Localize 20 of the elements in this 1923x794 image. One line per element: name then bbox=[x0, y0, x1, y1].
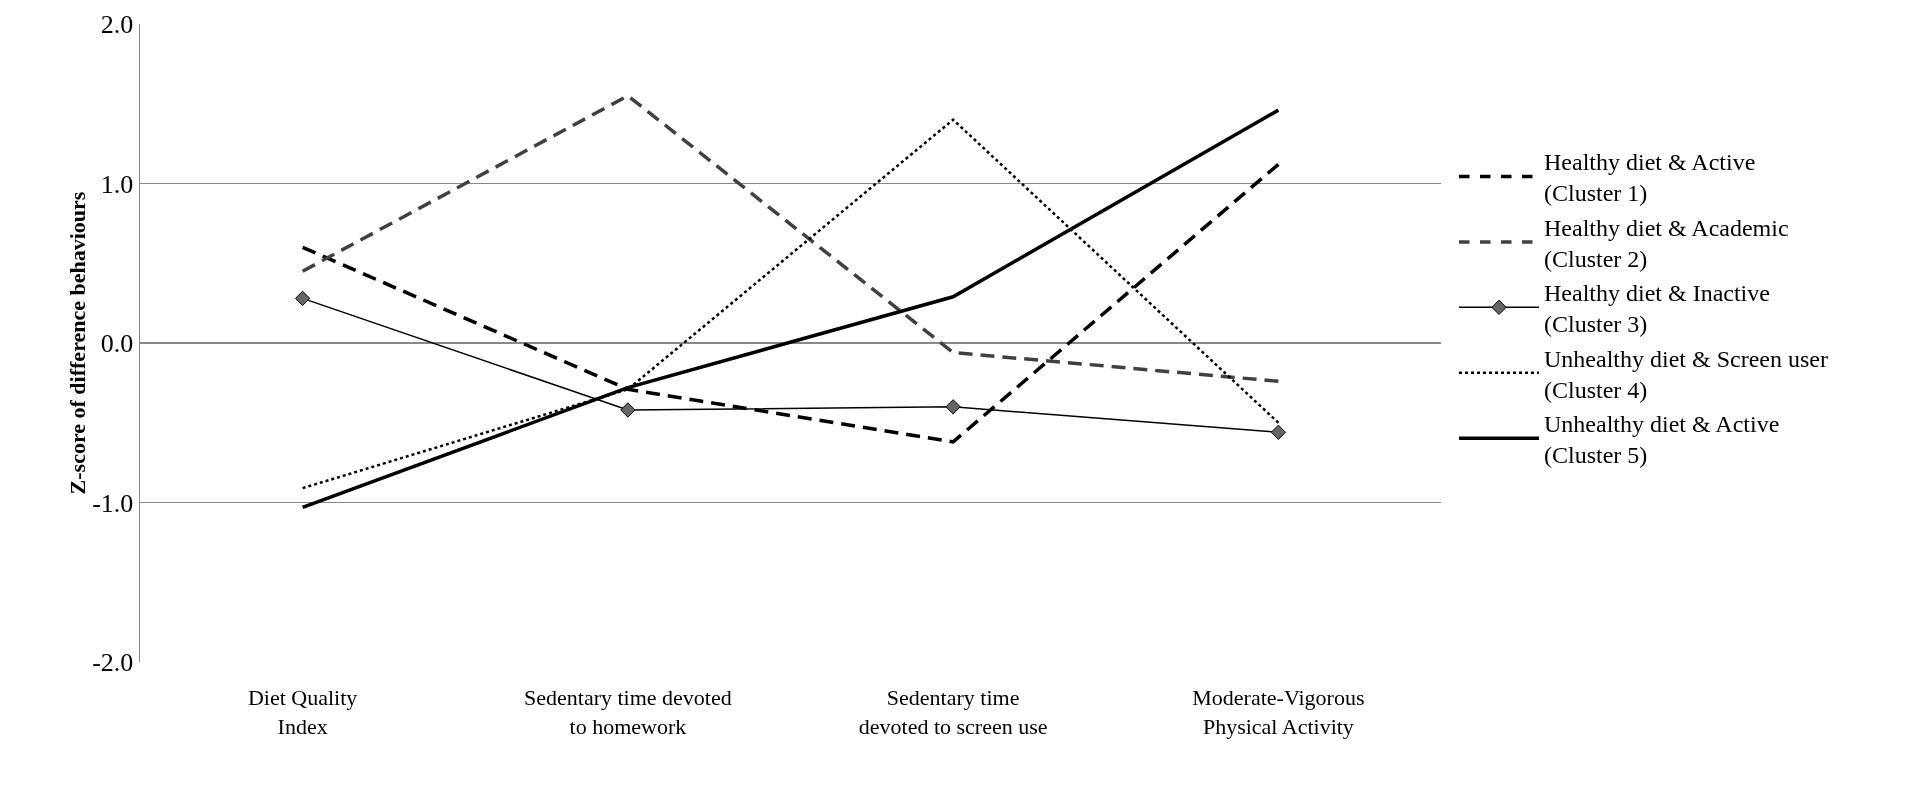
x-tick-label: Sedentary time devoted to screen use bbox=[858, 685, 1048, 739]
x-tick-label: Moderate-Vigorous Physical Activity bbox=[1192, 685, 1365, 739]
y-tick-label: 0.0 bbox=[100, 329, 134, 359]
point bbox=[1270, 424, 1287, 440]
line-series bbox=[300, 94, 1281, 384]
point bbox=[945, 399, 961, 415]
legend-label: Unhealthy diet & Active (Cluster 5) bbox=[1544, 410, 1780, 469]
point bbox=[294, 290, 311, 306]
legend-label: Unhealthy diet & Screen user (Cluster 4) bbox=[1544, 345, 1828, 403]
legend-label: Healthy diet & Active (Cluster 1) bbox=[1544, 149, 1756, 207]
y-tick-label: -1.0 bbox=[92, 488, 134, 518]
legend-label: Healthy diet & Inactive (Cluster 3) bbox=[1544, 280, 1770, 338]
x-tick-label: Sedentary time devoted to homework bbox=[524, 685, 732, 739]
legend-label: Healthy diet & Academic (Cluster 2) bbox=[1544, 214, 1789, 272]
y-tick-label: 2.0 bbox=[100, 10, 134, 40]
y-tick-label: 1.0 bbox=[100, 169, 134, 199]
x-tick-label: Diet Quality Index bbox=[247, 685, 358, 739]
point bbox=[620, 402, 636, 418]
y-tick-label: -2.0 bbox=[92, 648, 134, 678]
y-axis-title: Z-score of difference behaviours bbox=[65, 191, 91, 495]
